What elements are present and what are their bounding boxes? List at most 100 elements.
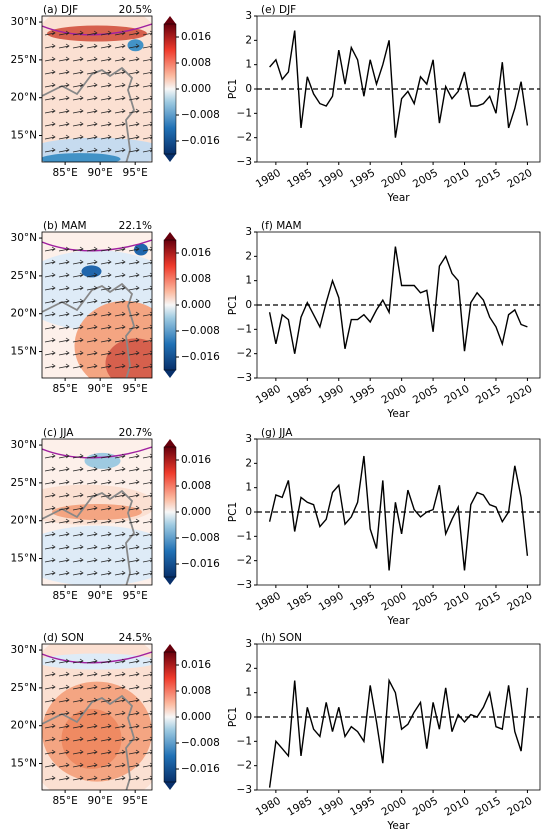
wind-arrow [44, 285, 56, 291]
y-tick-label: 25°N [11, 54, 37, 66]
pc-line [268, 677, 529, 788]
wind-arrow [128, 95, 140, 101]
wind-arrow [100, 121, 112, 127]
wind-arrow [58, 492, 70, 498]
wind-arrow [100, 697, 112, 703]
x-tick-label: 1985 [285, 383, 314, 407]
wind-arrow [100, 531, 112, 537]
y-tick-label: 2 [245, 34, 252, 46]
wind-arrow [72, 570, 84, 576]
wind-arrow [86, 531, 98, 537]
wind-arrow [72, 684, 84, 690]
wind-arrow [142, 147, 152, 153]
wind-arrow [58, 56, 70, 62]
wind-arrow [72, 259, 84, 265]
wind-arrow [72, 505, 84, 511]
wind-arrow [58, 775, 70, 781]
wind-arrow [128, 324, 140, 330]
wind-arrow [44, 479, 56, 485]
wind-arrow [128, 272, 140, 278]
wind-arrow [128, 259, 140, 265]
x-axis-label: Year [386, 408, 410, 420]
wind-arrow [142, 43, 152, 49]
colorbar-tick-label: 0.000 [181, 83, 211, 95]
wind-arrow [114, 337, 126, 343]
y-tick-label: 2 [245, 662, 252, 674]
x-tick-label: 2015 [474, 383, 503, 407]
wind-arrow [100, 736, 112, 742]
contour [47, 25, 147, 42]
wind-arrow [114, 492, 126, 498]
wind-arrow [58, 671, 70, 677]
wind-arrow [142, 298, 152, 304]
wind-arrow [142, 324, 152, 330]
y-tick-label: −1 [237, 735, 252, 747]
x-tick-label: 1985 [285, 795, 314, 819]
colorbar-extend [164, 644, 176, 652]
wind-arrow [128, 736, 140, 742]
wind-arrow [128, 285, 140, 291]
wind-arrow [58, 259, 70, 265]
x-tick-label: 1985 [285, 167, 314, 191]
wind-arrow [72, 762, 84, 768]
x-tick-label: 90°E [88, 383, 113, 395]
wind-arrow [100, 723, 112, 729]
wind-arrow [58, 298, 70, 304]
x-axis-label: Year [386, 820, 410, 831]
wind-arrow [72, 466, 84, 472]
y-tick-label: 30°N [11, 644, 37, 656]
y-tick-label: 1 [245, 687, 252, 699]
wind-arrow [142, 684, 152, 690]
pc-line [268, 455, 529, 571]
wind-arrow [58, 518, 70, 524]
wind-arrow [44, 544, 56, 550]
x-tick-label: 2020 [505, 795, 534, 819]
x-tick-label: 2010 [442, 167, 471, 191]
wind-arrow [44, 749, 56, 755]
wind-arrow [114, 762, 126, 768]
panel-title: (e) DJF [261, 4, 296, 16]
colorbar-extend [164, 232, 176, 240]
wind-arrow [86, 749, 98, 755]
wind-arrow [114, 311, 126, 317]
x-tick-label: 2010 [442, 590, 471, 614]
wind-arrow [44, 56, 56, 62]
variance-label: 22.1% [119, 220, 152, 232]
wind-arrow [100, 492, 112, 498]
y-tick-label: −3 [237, 579, 252, 591]
plateau-line [42, 651, 152, 664]
wind-arrow [128, 762, 140, 768]
wind-arrow [128, 337, 140, 343]
wind-arrow [100, 311, 112, 317]
colorbar-extend [164, 16, 176, 24]
wind-arrow [58, 557, 70, 563]
wind-arrow [58, 658, 70, 664]
map-frame [41, 231, 153, 379]
wind-arrow [114, 69, 126, 75]
wind-arrow [100, 479, 112, 485]
wind-arrow [72, 272, 84, 278]
y-tick-label: 1 [245, 482, 252, 494]
wind-arrow [100, 671, 112, 677]
wind-arrow [72, 749, 84, 755]
y-axis-label: PC1 [227, 295, 239, 315]
wind-arrow [44, 363, 56, 369]
wind-arrow [72, 43, 84, 49]
wind-arrow [100, 259, 112, 265]
y-tick-label: 20°N [11, 92, 37, 104]
wind-arrow [72, 324, 84, 330]
wind-arrow [142, 56, 152, 62]
wind-arrow [142, 108, 152, 114]
y-tick-label: 30°N [11, 16, 37, 28]
wind-arrow [72, 350, 84, 356]
wind-arrow [86, 43, 98, 49]
contour [134, 243, 148, 256]
x-tick-label: 90°E [88, 167, 113, 179]
wind-arrow [128, 479, 140, 485]
wind-arrow [114, 723, 126, 729]
wind-arrow [86, 544, 98, 550]
wind-arrow [128, 557, 140, 563]
wind-arrow [114, 95, 126, 101]
wind-arrow [142, 95, 152, 101]
wind-arrow [86, 736, 98, 742]
